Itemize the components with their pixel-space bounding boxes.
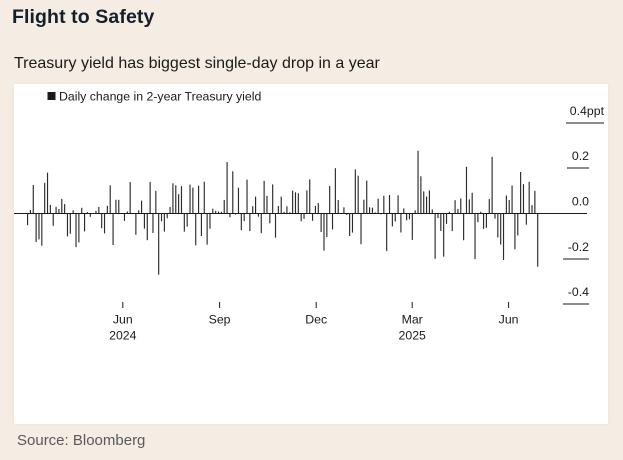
svg-text:2024: 2024 [109, 329, 137, 343]
svg-text:Daily change in 2-year Treasur: Daily change in 2-year Treasury yield [59, 90, 261, 104]
svg-text:Dec: Dec [305, 313, 327, 327]
svg-text:0.0: 0.0 [572, 195, 589, 209]
svg-text:0.2: 0.2 [572, 149, 589, 163]
svg-text:Jun: Jun [113, 313, 133, 327]
svg-text:0.4ppt: 0.4ppt [570, 104, 605, 118]
svg-text:-0.2: -0.2 [568, 240, 589, 254]
svg-text:2025: 2025 [399, 329, 427, 343]
svg-text:Jun: Jun [499, 313, 519, 327]
svg-text:Sep: Sep [209, 313, 231, 327]
svg-text:-0.4: -0.4 [568, 285, 589, 299]
svg-text:Mar: Mar [402, 313, 423, 327]
